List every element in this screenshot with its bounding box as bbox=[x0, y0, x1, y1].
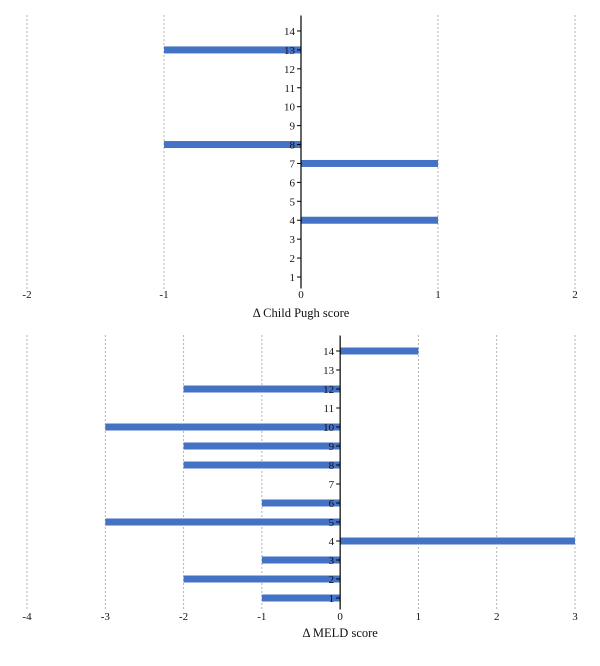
category-tick-label: 2 bbox=[329, 574, 335, 586]
bar bbox=[164, 46, 301, 54]
category-tick-label: 13 bbox=[323, 365, 335, 377]
category-tick-label: 1 bbox=[290, 272, 296, 284]
bar bbox=[301, 159, 438, 167]
category-tick-label: 8 bbox=[329, 460, 335, 472]
category-tick-label: 4 bbox=[290, 215, 296, 227]
category-tick-label: 11 bbox=[284, 83, 295, 95]
category-tick-label: 7 bbox=[329, 479, 335, 491]
bar bbox=[340, 537, 575, 545]
category-tick-label: 7 bbox=[290, 158, 296, 170]
x-axis-title: Δ MELD score bbox=[302, 626, 378, 640]
x-tick-label: 1 bbox=[416, 611, 422, 623]
category-tick-label: 10 bbox=[284, 102, 296, 114]
category-tick-label: 12 bbox=[284, 64, 295, 76]
category-tick-label: 13 bbox=[284, 45, 296, 57]
x-tick-label: 2 bbox=[572, 289, 578, 301]
x-tick-label: -3 bbox=[101, 611, 111, 623]
x-tick-label: 1 bbox=[435, 289, 441, 301]
x-tick-label: 0 bbox=[298, 289, 304, 301]
category-tick-label: 9 bbox=[329, 441, 335, 453]
bar bbox=[183, 385, 341, 393]
category-tick-label: 6 bbox=[290, 177, 296, 189]
bar bbox=[164, 141, 301, 149]
category-tick-label: 14 bbox=[323, 346, 335, 358]
category-tick-label: 1 bbox=[329, 593, 335, 605]
category-tick-label: 2 bbox=[290, 253, 296, 265]
bar bbox=[301, 216, 438, 224]
x-tick-label: 2 bbox=[494, 611, 500, 623]
category-tick-label: 12 bbox=[323, 384, 334, 396]
x-tick-label: -1 bbox=[159, 289, 168, 301]
category-tick-label: 3 bbox=[290, 234, 296, 246]
category-tick-label: 10 bbox=[323, 422, 335, 434]
bar bbox=[183, 575, 341, 583]
bar bbox=[340, 347, 419, 355]
x-tick-label: -4 bbox=[22, 611, 32, 623]
category-tick-label: 3 bbox=[329, 555, 335, 567]
bar bbox=[105, 518, 341, 526]
x-tick-label: 0 bbox=[337, 611, 343, 623]
bar bbox=[261, 556, 341, 564]
bar bbox=[183, 461, 341, 469]
category-tick-label: 5 bbox=[329, 517, 335, 529]
category-tick-label: 4 bbox=[329, 536, 335, 548]
x-tick-label: -1 bbox=[257, 611, 266, 623]
category-tick-label: 8 bbox=[290, 140, 296, 152]
bar bbox=[183, 442, 341, 450]
bar bbox=[261, 499, 341, 507]
category-tick-label: 11 bbox=[324, 403, 335, 415]
x-tick-label: 3 bbox=[572, 611, 578, 623]
bar bbox=[261, 594, 341, 602]
category-tick-label: 6 bbox=[329, 498, 335, 510]
category-tick-label: 9 bbox=[290, 121, 296, 133]
x-axis-title: Δ Child Pugh score bbox=[253, 306, 350, 320]
x-tick-label: -2 bbox=[22, 289, 31, 301]
bar bbox=[105, 423, 341, 431]
x-tick-label: -2 bbox=[179, 611, 188, 623]
category-tick-label: 14 bbox=[284, 26, 296, 38]
category-tick-label: 5 bbox=[290, 196, 296, 208]
